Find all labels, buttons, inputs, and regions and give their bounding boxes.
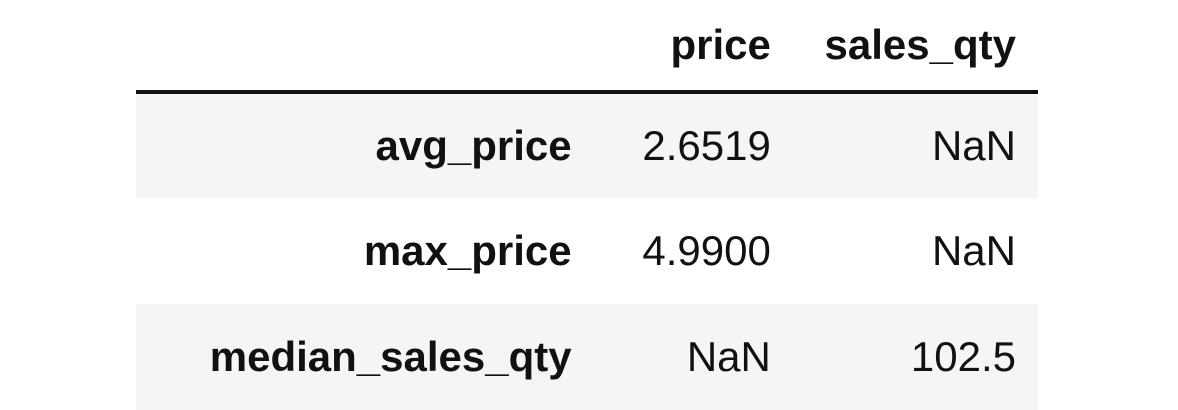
table-body: avg_price 2.6519 NaN max_price 4.9900 Na… <box>136 92 1038 410</box>
table-row: max_price 4.9900 NaN <box>136 198 1038 304</box>
column-header-price: price <box>573 0 771 94</box>
dataframe-table: price sales_qty avg_price 2.6519 NaN max… <box>136 0 1038 410</box>
table-row: avg_price 2.6519 NaN <box>136 92 1038 198</box>
cell-sales-qty: 102.5 <box>910 333 1016 380</box>
row-index-label: max_price <box>363 227 572 274</box>
row-index-label: avg_price <box>375 122 572 169</box>
cell-price: 2.6519 <box>642 122 771 169</box>
cell-price: 4.9900 <box>642 227 771 274</box>
column-header-sales-qty: sales_qty <box>770 0 1038 94</box>
cell-price: NaN <box>686 333 771 380</box>
dataframe-output: price sales_qty avg_price 2.6519 NaN max… <box>136 0 1038 410</box>
row-index-label: median_sales_qty <box>209 333 572 380</box>
index-header <box>136 0 574 94</box>
cell-sales-qty: NaN <box>931 227 1016 274</box>
table-row: median_sales_qty NaN 102.5 <box>136 304 1038 410</box>
header-row: price sales_qty <box>136 0 1038 94</box>
cell-sales-qty: NaN <box>931 122 1016 169</box>
table-header: price sales_qty <box>136 0 1038 94</box>
